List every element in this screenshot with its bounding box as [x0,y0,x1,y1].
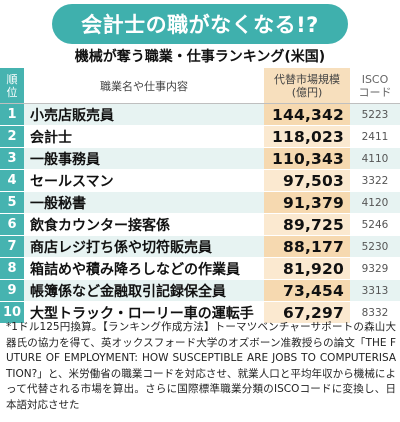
table-row: 8 箱詰めや積み降ろしなどの作業員 81,920 9329 [0,258,400,280]
market-size-cell: 97,503 [264,170,350,191]
rank-cell: 3 [0,148,24,169]
isco-code-cell: 3313 [350,280,400,301]
table-row: 1 小売店販売員 144,342 5223 [0,104,400,126]
table-row: 7 商店レジ打ち係や切符販売員 88,177 5230 [0,236,400,258]
table-row: 5 一般秘書 91,379 4120 [0,192,400,214]
job-name-cell: 大型トラック・ローリー車の運転手 [24,302,264,323]
market-size-cell: 73,454 [264,280,350,301]
rank-cell: 4 [0,170,24,191]
isco-code-cell: 5223 [350,104,400,125]
header-rank: 順 位 [0,68,24,103]
market-size-cell: 110,343 [264,148,350,169]
market-size-cell: 88,177 [264,236,350,257]
market-size-cell: 91,379 [264,192,350,213]
job-name-cell: 飲食カウンター接客係 [24,214,264,235]
rank-cell: 6 [0,214,24,235]
job-name-cell: 一般事務員 [24,148,264,169]
market-size-cell: 89,725 [264,214,350,235]
rank-cell: 10 [0,302,24,323]
job-name-cell: 帳簿係など金融取引記録保全員 [24,280,264,301]
rank-cell: 5 [0,192,24,213]
header-rank-line1: 順 [6,72,18,86]
job-name-cell: 会計士 [24,126,264,147]
rank-cell: 2 [0,126,24,147]
isco-code-cell: 5246 [350,214,400,235]
table-row: 4 セールスマン 97,503 3322 [0,170,400,192]
banner-title: 会計士の職がなくなる!? [81,13,319,37]
ranking-table: 順 位 職業名や仕事内容 代替市場規模 (億円) ISCO コード 1 小売店販… [0,68,400,324]
table-row: 6 飲食カウンター接客係 89,725 5246 [0,214,400,236]
job-name-cell: 一般秘書 [24,192,264,213]
market-size-cell: 118,023 [264,126,350,147]
rank-cell: 1 [0,104,24,125]
header-isco-line2: コード [358,85,392,99]
subtitle: 機械が奪う職業・仕事ランキング(米国) [74,49,326,65]
isco-code-cell: 4110 [350,148,400,169]
isco-code-cell: 4120 [350,192,400,213]
table-row: 9 帳簿係など金融取引記録保全員 73,454 3313 [0,280,400,302]
market-size-cell: 144,342 [264,104,350,125]
table-row: 2 会計士 118,023 2411 [0,126,400,148]
isco-code-cell: 3322 [350,170,400,191]
market-size-cell: 67,297 [264,302,350,323]
job-name-cell: セールスマン [24,170,264,191]
header-market-line1: 代替市場規模 [274,72,340,86]
header-rank-line2: 位 [6,85,18,99]
header-market-line2: (億円) [291,85,323,99]
title-banner: 会計士の職がなくなる!? [52,4,348,44]
header-name: 職業名や仕事内容 [24,68,264,103]
footnote: *1ドル125円換算。【ランキング作成方法】トーマツベンチャーサポートの森山大器… [6,321,396,411]
header-market: 代替市場規模 (億円) [264,68,350,103]
isco-code-cell: 5230 [350,236,400,257]
isco-code-cell: 2411 [350,126,400,147]
job-name-cell: 箱詰めや積み降ろしなどの作業員 [24,258,264,279]
isco-code-cell: 8332 [350,302,400,323]
rank-cell: 8 [0,258,24,279]
table-header: 順 位 職業名や仕事内容 代替市場規模 (億円) ISCO コード [0,68,400,104]
job-name-cell: 小売店販売員 [24,104,264,125]
rank-cell: 7 [0,236,24,257]
rank-cell: 9 [0,280,24,301]
market-size-cell: 81,920 [264,258,350,279]
table-row: 3 一般事務員 110,343 4110 [0,148,400,170]
header-isco-line1: ISCO [361,72,389,86]
isco-code-cell: 9329 [350,258,400,279]
table-row: 10 大型トラック・ローリー車の運転手 67,297 8332 [0,302,400,324]
job-name-cell: 商店レジ打ち係や切符販売員 [24,236,264,257]
header-isco: ISCO コード [350,68,400,103]
